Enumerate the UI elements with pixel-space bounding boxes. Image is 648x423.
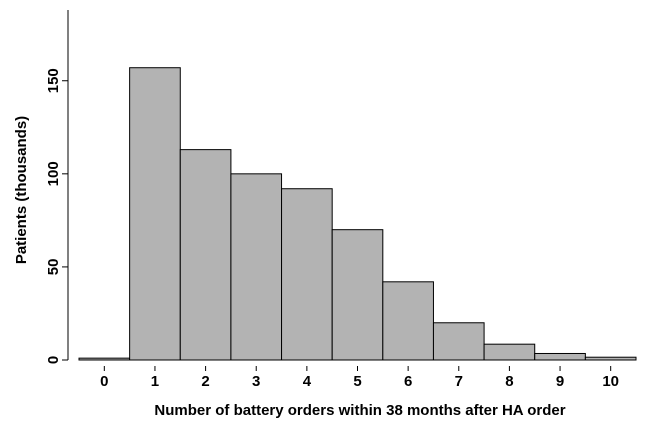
x-tick-label: 5 [353,373,361,390]
y-tick-label: 50 [45,259,62,276]
bar [382,281,434,361]
bar [230,173,283,361]
x-tick-label: 7 [455,373,463,390]
bar [483,343,536,361]
bar [78,357,131,361]
bar [179,149,232,361]
bar [281,188,333,361]
bar [432,322,485,361]
bar [129,67,181,361]
x-tick-label: 9 [556,373,564,390]
bar [534,352,586,361]
bar [584,356,637,361]
x-tick-label: 8 [505,373,513,390]
x-tick-label: 10 [602,373,619,390]
y-axis-label: Patients (thousands) [13,116,30,264]
x-tick-label: 1 [151,373,159,390]
bar [331,229,384,361]
y-tick-label: 100 [45,161,62,186]
y-tick-label: 150 [45,68,62,93]
x-tick-label: 3 [252,373,260,390]
x-tick-label: 4 [303,373,312,390]
x-tick-label: 0 [100,373,108,390]
x-axis-label: Number of battery orders within 38 month… [154,402,565,419]
x-tick-label: 2 [201,373,209,390]
y-tick-label: 0 [45,356,62,364]
x-tick-label: 6 [404,373,412,390]
